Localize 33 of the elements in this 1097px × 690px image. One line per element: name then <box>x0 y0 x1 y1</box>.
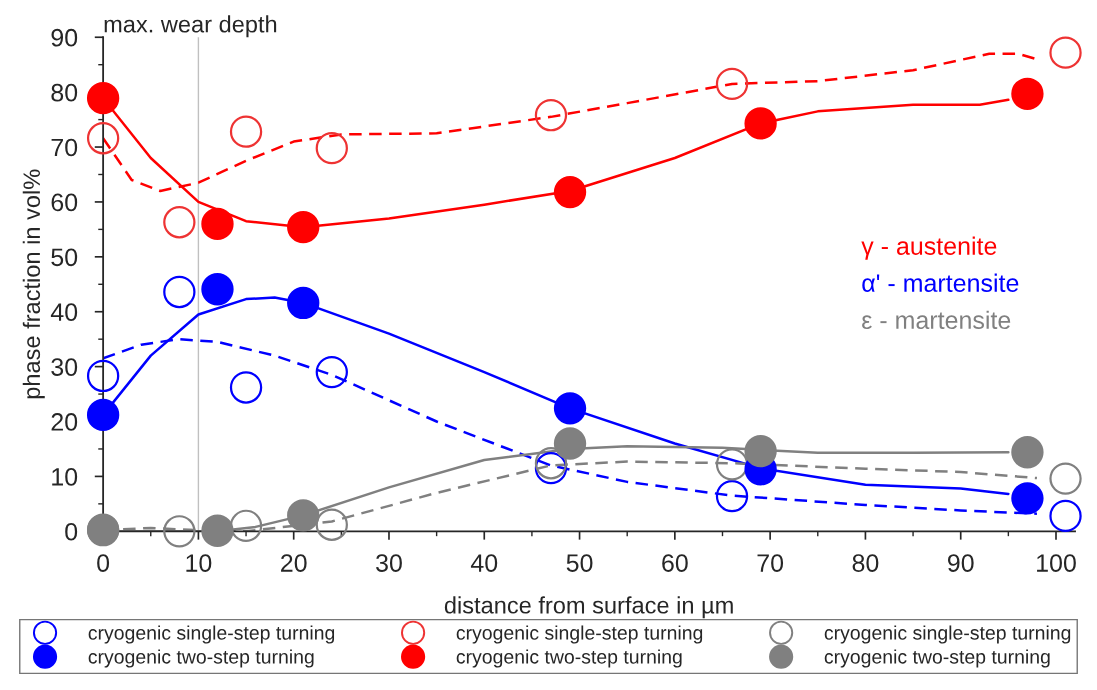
y-tick-label: 90 <box>51 28 78 47</box>
x-tick-label: 90 <box>947 554 974 572</box>
x-tick-label: 60 <box>662 554 688 572</box>
x-tick-label: 20 <box>281 554 307 572</box>
x-tick-label: 50 <box>566 554 593 572</box>
x-axis-title: distance from surface in µm <box>444 596 733 619</box>
legend-label: cryogenic single-step turning <box>456 625 703 644</box>
x-tick-label: 80 <box>852 554 879 572</box>
x-tick-label: 100 <box>1037 554 1076 572</box>
y-tick-label: 50 <box>51 248 78 267</box>
legend-label: cryogenic two-step turning <box>88 649 314 668</box>
legend-label: cryogenic single-step turning <box>88 625 335 644</box>
y-tick-label: 40 <box>50 303 78 322</box>
x-tick-label: 30 <box>376 554 402 572</box>
y-tick-label: 70 <box>51 138 78 157</box>
annotation: ε - martensite <box>862 310 1011 330</box>
ref-line-label: max. wear depth <box>104 15 277 38</box>
y-tick-label: 0 <box>65 522 78 541</box>
y-axis-title: phase fraction in vol% <box>22 169 45 399</box>
legend-label: cryogenic two-step turning <box>824 649 1050 668</box>
legend-label: cryogenic two-step turning <box>456 649 682 668</box>
y-tick-label: 60 <box>51 193 78 212</box>
annotation: γ - austenite <box>861 236 997 260</box>
y-tick-label: 80 <box>51 83 78 102</box>
x-tick-label: 10 <box>186 554 212 572</box>
y-tick-label: 20 <box>51 413 78 431</box>
legend-label: cryogenic single-step turning <box>824 625 1071 644</box>
annotation: α' - martensite <box>862 273 1019 292</box>
y-tick-label: 30 <box>51 358 78 376</box>
x-tick-label: 0 <box>97 554 110 572</box>
x-tick-label: 40 <box>470 554 498 572</box>
y-tick-label: 10 <box>52 468 78 486</box>
x-tick-label: 70 <box>757 554 784 572</box>
